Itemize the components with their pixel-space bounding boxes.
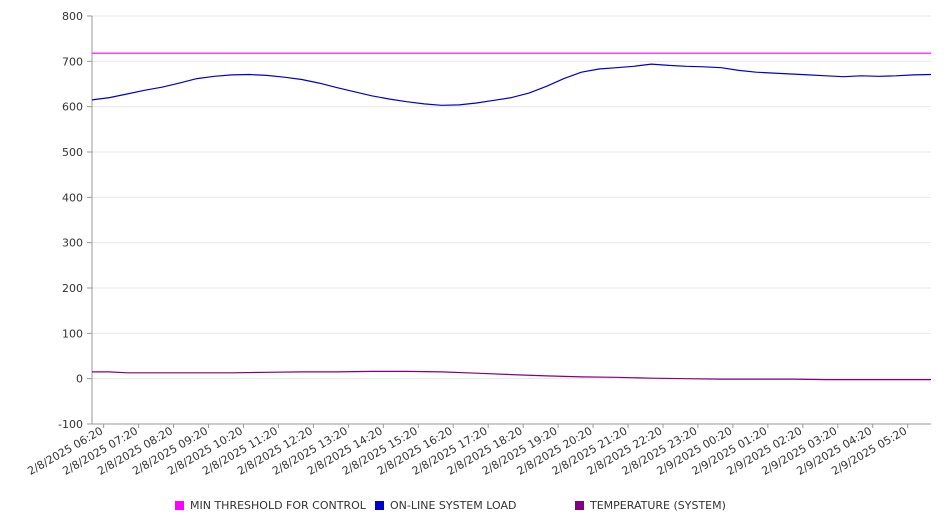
y-tick-labels: -100 0 100 200 300 400 500 600 700 800 [58, 10, 83, 431]
legend: MIN THRESHOLD FOR CONTROL ON-LINE SYSTEM … [0, 496, 946, 516]
legend-swatch [575, 500, 584, 510]
series-line-2 [92, 370, 931, 381]
legend-label: MIN THRESHOLD FOR CONTROL [190, 498, 366, 512]
y-tick-label: 200 [62, 282, 83, 295]
legend-item: ON-LINE SYSTEM LOAD [375, 496, 516, 514]
legend-swatch [375, 500, 384, 510]
y-tick-label: 600 [62, 101, 83, 114]
y-tick-label: 800 [62, 10, 83, 23]
legend-swatch [175, 500, 184, 510]
x-tick-labels: 2/8/2025 06:202/8/2025 07:202/8/2025 08:… [25, 424, 909, 478]
y-tick-label: 500 [62, 146, 83, 159]
y-tick-label: 100 [62, 327, 83, 340]
series-lines [91, 52, 932, 381]
legend-label: ON-LINE SYSTEM LOAD [390, 498, 517, 512]
axes [87, 15, 931, 428]
y-tick-label: 300 [62, 237, 83, 250]
line-chart: -100 0 100 200 300 400 500 600 700 800 2/8/2025 0… [25, 10, 932, 478]
y-tick-label: 700 [62, 55, 83, 68]
grid-lines [92, 15, 931, 425]
y-tick-label: 0 [76, 373, 83, 386]
series-line-1 [91, 63, 932, 106]
y-tick-label: 400 [62, 191, 83, 204]
legend-item: TEMPERATURE (SYSTEM) [575, 496, 726, 514]
y-tick-label: -100 [58, 418, 83, 431]
legend-item: MIN THRESHOLD FOR CONTROL [175, 496, 366, 514]
legend-label: TEMPERATURE (SYSTEM) [590, 498, 726, 512]
